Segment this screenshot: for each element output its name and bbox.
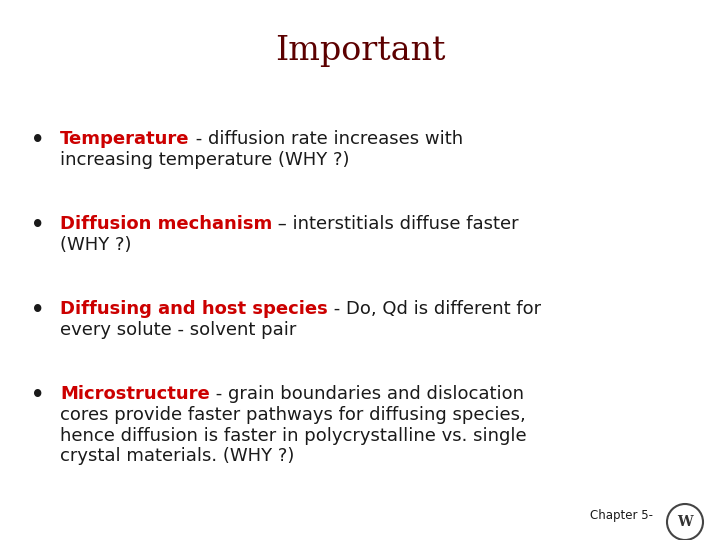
Text: W: W	[678, 515, 693, 529]
Text: Chapter 5-: Chapter 5-	[590, 509, 653, 522]
Text: crystal materials. (WHY ?): crystal materials. (WHY ?)	[60, 448, 294, 465]
Text: Important: Important	[275, 35, 445, 67]
Text: - Do, Qd is different for: - Do, Qd is different for	[328, 300, 541, 318]
Text: cores provide faster pathways for diffusing species,: cores provide faster pathways for diffus…	[60, 406, 526, 424]
Text: Microstructure: Microstructure	[60, 385, 210, 403]
Text: Diffusing and host species: Diffusing and host species	[60, 300, 328, 318]
Text: •: •	[31, 130, 45, 150]
Text: (WHY ?): (WHY ?)	[60, 236, 132, 254]
Text: •: •	[31, 385, 45, 405]
Text: Diffusion mechanism: Diffusion mechanism	[60, 215, 272, 233]
Text: - grain boundaries and dislocation: - grain boundaries and dislocation	[210, 385, 523, 403]
Text: - diffusion rate increases with: - diffusion rate increases with	[189, 130, 463, 148]
Text: – interstitials diffuse faster: – interstitials diffuse faster	[272, 215, 519, 233]
Text: Temperature: Temperature	[60, 130, 189, 148]
Text: increasing temperature (WHY ?): increasing temperature (WHY ?)	[60, 151, 349, 169]
Text: hence diffusion is faster in polycrystalline vs. single: hence diffusion is faster in polycrystal…	[60, 427, 526, 444]
Text: •: •	[31, 300, 45, 320]
Text: every solute - solvent pair: every solute - solvent pair	[60, 321, 297, 339]
Text: •: •	[31, 215, 45, 235]
